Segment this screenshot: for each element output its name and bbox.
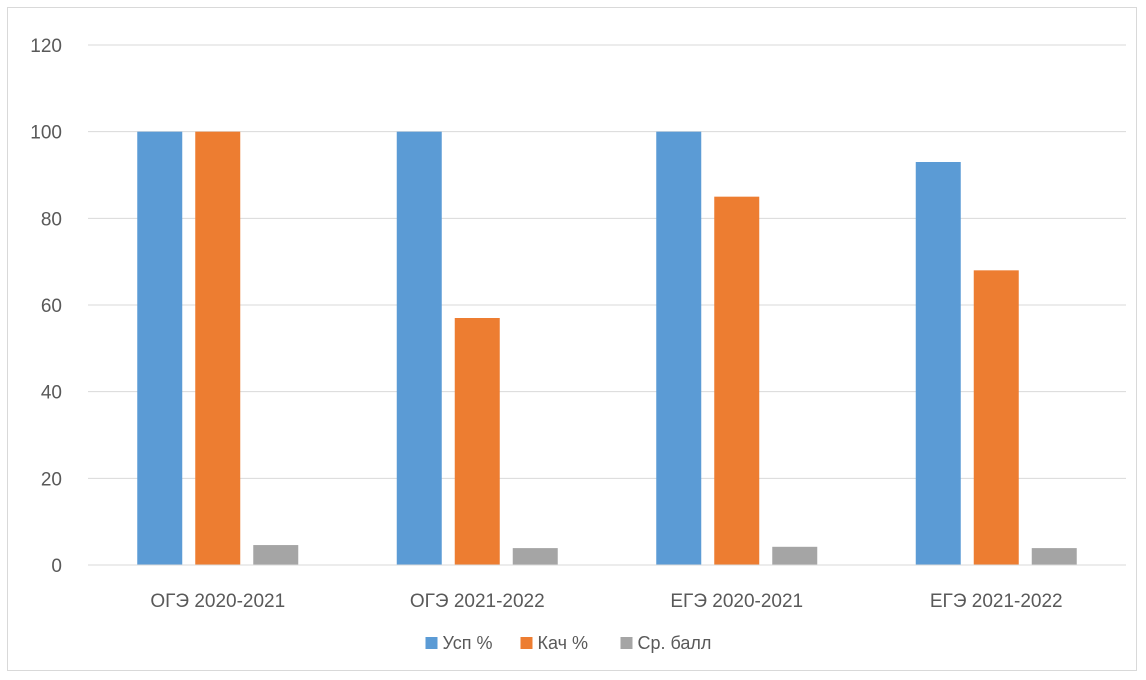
x-tick-label: ОГЭ 2020-2021 [150, 591, 285, 612]
x-axis-ticks: ОГЭ 2020-2021 ОГЭ 2021-2022 ЕГЭ 2020-2021 Е… [150, 591, 1062, 612]
bar-усп-1 [396, 131, 442, 565]
y-tick-label: 100 [30, 123, 62, 144]
chart-frame: 0 20 40 60 80 100 120 ОГЭ 2020-2021 ОГЭ 2021-20… [7, 7, 1137, 671]
y-tick-label: 40 [41, 383, 62, 404]
bar-ср-балл-2 [772, 546, 818, 565]
x-tick-label: ОГЭ 2021-2022 [410, 591, 545, 612]
bar-усп-2 [656, 131, 702, 565]
legend: Усп % Кач % Ср. балл [425, 633, 712, 653]
y-tick-label: 0 [51, 556, 62, 577]
x-tick-label: ЕГЭ 2020-2021 [670, 591, 803, 612]
bar-ср-балл-3 [1031, 548, 1077, 565]
bar-усп-3 [915, 162, 961, 565]
legend-label: Кач % [538, 633, 588, 653]
y-tick-label: 60 [41, 296, 62, 317]
legend-swatch-усп [425, 637, 438, 649]
y-tick-label: 120 [30, 36, 62, 57]
y-tick-label: 80 [41, 209, 62, 230]
bar-усп-0 [137, 131, 183, 565]
bar-ср-балл-1 [512, 548, 558, 565]
bar-кач-0 [195, 131, 241, 565]
x-tick-label: ЕГЭ 2021-2022 [930, 591, 1063, 612]
gridlines [88, 44, 1126, 479]
legend-label: Усп % [443, 633, 493, 653]
legend-swatch-ср-балл [620, 637, 633, 649]
legend-label: Ср. балл [638, 633, 712, 653]
bar-кач-3 [973, 270, 1019, 565]
bar-кач-2 [714, 196, 760, 565]
bar-chart: 0 20 40 60 80 100 120 ОГЭ 2020-2021 ОГЭ 2021-20… [30, 36, 1126, 653]
y-axis-ticks: 0 20 40 60 80 100 120 [30, 36, 62, 577]
bar-ср-балл-0 [253, 545, 299, 565]
y-tick-label: 20 [41, 469, 62, 490]
bar-кач-1 [454, 318, 500, 565]
legend-swatch-кач [520, 637, 533, 649]
bars [137, 131, 1077, 565]
